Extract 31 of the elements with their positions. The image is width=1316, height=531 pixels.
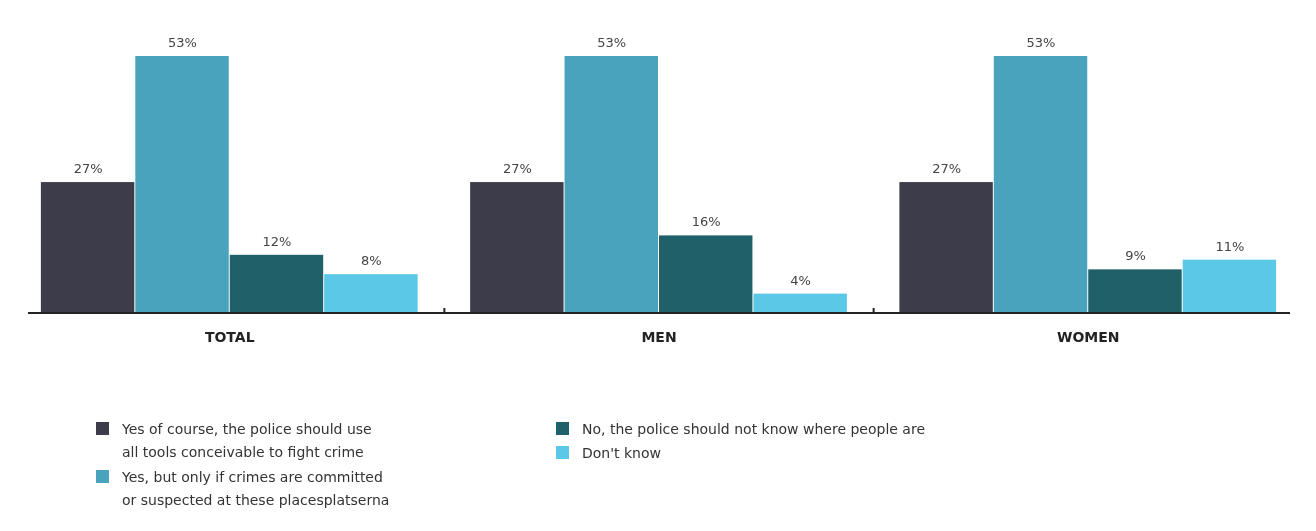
bar [993,56,1088,313]
data-label: 11% [1215,238,1245,254]
legend-label: Yes, but only if crimes are committed or suspected at these placesplatserna [121,469,390,508]
data-label: 9% [1125,248,1146,264]
legend-label: Yes of course, the police should use all tools conceivable to fight crime [121,421,372,460]
data-label: 27% [502,161,532,177]
bar [899,182,993,313]
bar [659,235,753,313]
bar [753,293,847,313]
data-label: 16% [691,214,721,230]
bar [324,274,418,313]
data-label: 8% [361,253,382,269]
data-label: 53% [168,35,197,50]
data-label: 27% [932,161,962,177]
bar [470,182,564,313]
bar [564,56,658,313]
data-label: 53% [1026,35,1056,50]
x-tick-label: WOMEN [1056,329,1120,345]
bar [1182,259,1277,313]
legend-label: No, the police should not know where people are [582,421,926,437]
bar [135,56,229,313]
bar [1088,269,1182,313]
legend-label: Don't know [582,445,662,461]
x-tick-label: MEN [641,329,677,345]
data-label: 53% [597,35,627,50]
data-label: 27% [73,161,103,177]
data-label: 12% [262,233,292,249]
x-tick-label: TOTAL [204,329,255,345]
data-label: 4% [790,272,811,288]
bar [40,182,135,313]
bar [229,254,324,313]
